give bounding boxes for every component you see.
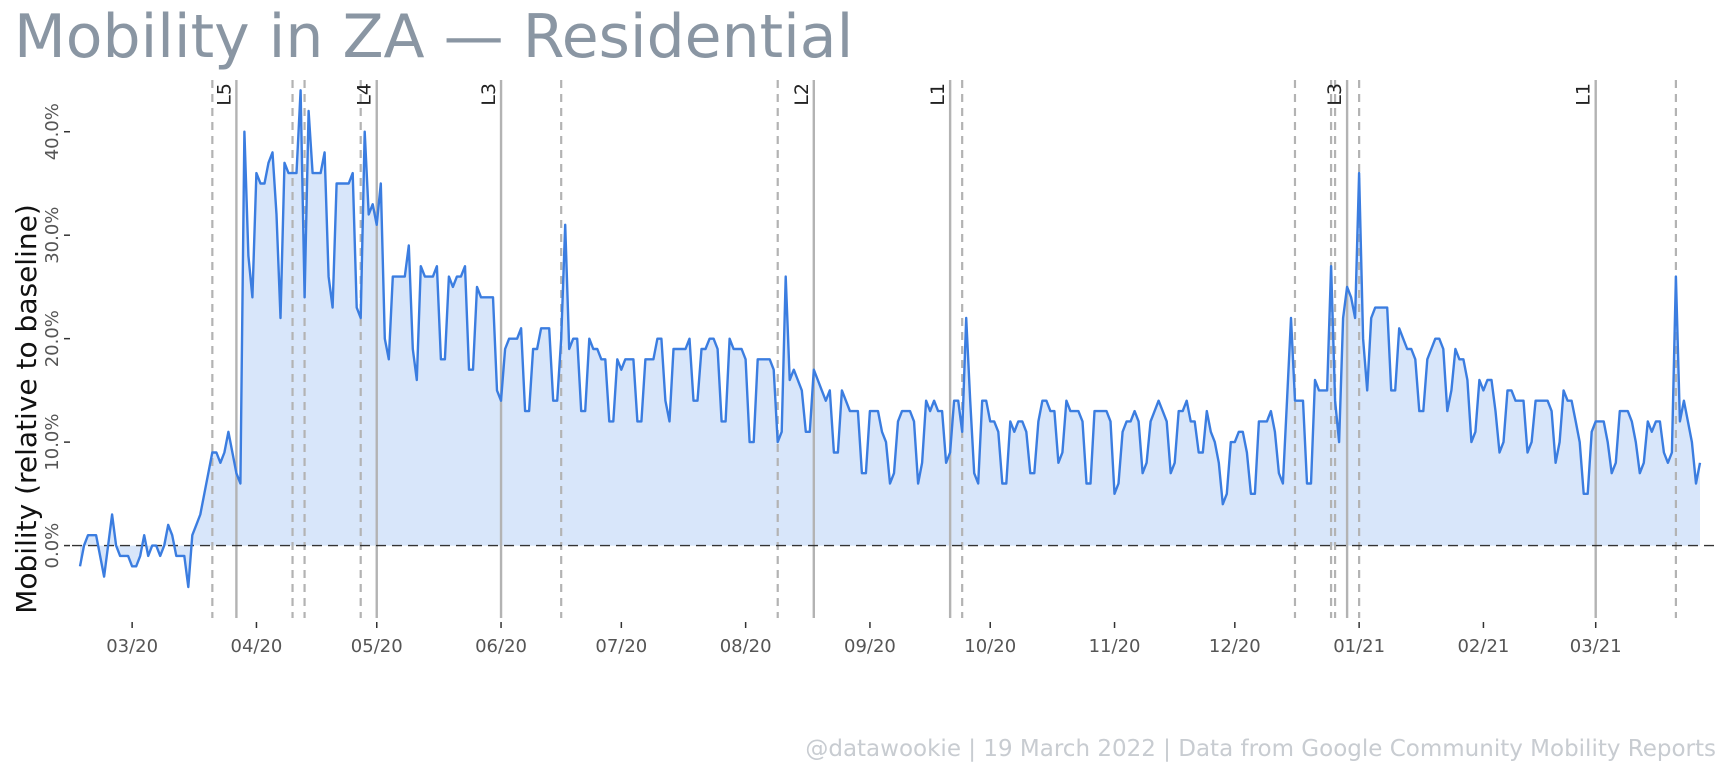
y-tick-label: 10.0% [42,414,63,471]
event-lines: L5 L4 L3 L2 L1 L3 L1 [211,80,1678,618]
level-change-label: L1 [927,83,949,106]
x-tick-label: 10/20 [964,636,1016,657]
level-change-label: L1 [1573,83,1595,106]
x-tick-label: 07/20 [595,636,647,657]
x-tick-label: 03/21 [1570,636,1622,657]
y-tick-label: 0.0% [42,523,63,569]
level-change-label: L4 [354,83,376,106]
level-change-label: L3 [478,83,500,106]
y-tick-label: 40.0% [42,103,63,160]
y-tick-label: 20.0% [42,310,63,367]
level-change-label: L5 [213,83,235,106]
y-tick-label: 30.0% [42,207,63,264]
y-axis-label: Mobility (relative to baseline) [10,204,43,614]
chart-title: Mobility in ZA — Residential [14,2,854,72]
level-change-label: L3 [1324,83,1346,106]
x-tick-label: 01/21 [1333,636,1385,657]
x-tick-label: 04/20 [231,636,283,657]
series-line [78,89,1702,589]
chart-caption: @datawookie | 19 March 2022 | Data from … [805,736,1716,762]
x-tick-label: 05/20 [351,636,403,657]
x-tick-label: 02/21 [1457,636,1509,657]
x-tick-label: 06/20 [475,636,527,657]
x-tick-label: 03/20 [106,636,158,657]
x-tick-label: 12/20 [1209,636,1261,657]
x-tick-label: 08/20 [720,636,772,657]
axes: 0.0% 10.0% 20.0% 30.0% 40.0% 03/20 04/20 05/20 0… [10,103,1622,657]
level-change-label: L2 [791,83,813,106]
x-tick-label: 11/20 [1089,636,1141,657]
series-layer [78,89,1702,589]
x-tick-label: 09/20 [844,636,896,657]
